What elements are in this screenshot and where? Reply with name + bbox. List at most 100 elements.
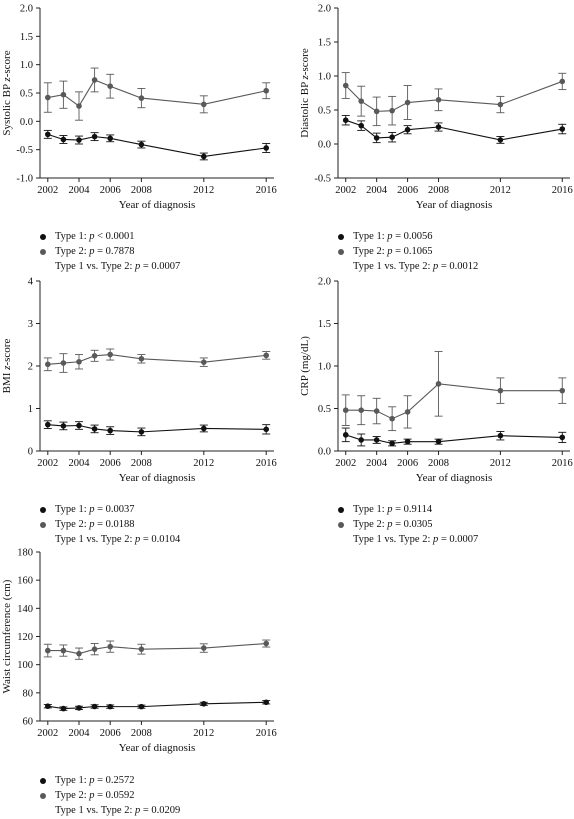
y-tick-label: 180: [17, 548, 33, 559]
data-point: [342, 407, 349, 414]
data-point: [91, 646, 98, 652]
data-point: [45, 94, 51, 101]
type2-marker-icon: [40, 248, 46, 255]
data-point: [263, 699, 270, 706]
legend-text: Type 1 vs. Type 2: p = 0.0209: [55, 805, 181, 816]
x-tick-label: 2004: [366, 458, 388, 469]
y-tick-label: 0.0: [318, 447, 331, 458]
x-tick-label: 2016: [256, 185, 277, 196]
y-tick-label: 160: [17, 576, 33, 587]
x-axis-label: Year of diagnosis: [119, 199, 196, 211]
y-tick-label: 1: [28, 404, 33, 415]
x-tick-label: 2004: [69, 185, 91, 196]
legend-item-type2: Type 2: p = 0.0305: [338, 517, 478, 532]
legend-text: Type 1: p < 0.0001: [55, 231, 135, 242]
x-tick-label: 2002: [335, 458, 356, 469]
legend-text: Type 1 vs. Type 2: p = 0.0007: [55, 261, 181, 272]
x-tick-label: 2008: [428, 185, 449, 196]
series-line: [345, 119, 563, 141]
data-point: [138, 429, 145, 435]
type1-marker-icon: [338, 233, 344, 240]
legend-bmi: Type 1: p = 0.0037 Type 2: p = 0.0188 Ty…: [40, 502, 180, 547]
series-line: [47, 79, 267, 107]
chart-waist: 60 80 100 120 140 160 180 2002 2004 2006 2008 2012 2…: [1, 548, 277, 755]
y-axis-label-part: BMI: [1, 370, 13, 394]
chart-crp: 0.0 0.5 1.0 1.5 2.0 2002 2004 2006 2008 2012 2016 Y…: [299, 277, 573, 485]
legend-text: Type 2: p = 0.0188: [55, 519, 135, 530]
x-tick-label: 2012: [193, 185, 214, 196]
y-axis-label: Systolic BP z-score: [1, 50, 13, 135]
x-tick-label: 2016: [256, 458, 277, 469]
data-point: [263, 87, 270, 94]
legend-text: Type 1: p = 0.0056: [353, 231, 433, 242]
x-axis-label: Year of diagnosis: [416, 472, 493, 484]
data-point: [404, 409, 411, 415]
data-point: [91, 77, 98, 83]
data-point: [404, 126, 411, 133]
data-point: [373, 108, 380, 115]
legend-item-type2: Type 2: p = 0.0188: [40, 517, 180, 532]
data-point: [342, 432, 349, 438]
data-point: [497, 387, 504, 394]
x-tick-label: 2006: [397, 185, 418, 196]
x-axis-label: Year of diagnosis: [119, 742, 196, 754]
data-point: [201, 359, 207, 365]
y-axis-label-part: -score: [1, 50, 13, 77]
legend-text: Type 2: p = 0.0592: [55, 790, 135, 801]
data-point: [497, 137, 504, 143]
data-point: [559, 387, 566, 394]
y-tick-label: 60: [23, 717, 34, 728]
series-type2: [43, 348, 271, 373]
data-point: [60, 647, 67, 654]
data-point: [91, 353, 98, 359]
y-axis-label-part: z: [1, 77, 13, 83]
data-point: [45, 703, 51, 710]
data-point: [60, 136, 67, 143]
legend-text: Type 1 vs. Type 2: p = 0.0007: [353, 534, 479, 545]
data-point: [435, 438, 442, 445]
data-point: [138, 95, 145, 101]
x-tick-label: 2002: [37, 458, 58, 469]
x-tick-label: 2004: [366, 185, 388, 196]
x-tick-label: 2012: [193, 458, 214, 469]
data-point: [60, 423, 67, 429]
y-tick-label: 140: [17, 604, 33, 615]
data-point: [358, 407, 365, 414]
x-tick-label: 2008: [131, 728, 152, 739]
series-line: [345, 80, 563, 112]
data-point: [263, 352, 270, 359]
data-point: [263, 426, 270, 433]
data-point: [559, 126, 566, 132]
data-point: [138, 646, 145, 652]
data-point: [358, 437, 365, 443]
data-point: [76, 422, 82, 429]
series-type1: [341, 114, 567, 144]
y-tick-label: 1.0: [20, 60, 33, 71]
data-point: [389, 415, 395, 422]
y-axis-label-part: Systolic BP: [1, 82, 13, 136]
legend-text: Type 2: p = 0.1065: [353, 246, 433, 257]
data-point: [107, 83, 113, 89]
y-tick-label: 3: [28, 319, 33, 330]
type1-marker-icon: [338, 506, 344, 513]
data-point: [342, 117, 349, 123]
y-tick-label: 1.5: [318, 38, 331, 49]
x-tick-label: 2002: [37, 728, 58, 739]
data-point: [76, 137, 82, 143]
data-point: [76, 650, 82, 657]
x-axis-label: Year of diagnosis: [119, 472, 196, 484]
series-type2: [43, 67, 271, 121]
x-tick-label: 2004: [69, 728, 91, 739]
legend-text: Type 1: p = 0.2572: [55, 775, 135, 786]
legend-text: Type 2: p = 0.0305: [353, 519, 433, 530]
y-tick-label: 2.0: [318, 4, 331, 15]
legend-item-type2: Type 2: p = 0.0592: [40, 788, 180, 803]
y-tick-label: 2.0: [20, 4, 33, 15]
series-line: [47, 133, 267, 158]
y-tick-label: 0.0: [318, 140, 331, 151]
legend-item-comparison: Type 1 vs. Type 2: p = 0.0007: [40, 259, 180, 274]
data-point: [373, 135, 380, 141]
data-point: [107, 351, 113, 358]
legend-dbp: Type 1: p = 0.0056 Type 2: p = 0.1065 Ty…: [338, 229, 478, 274]
